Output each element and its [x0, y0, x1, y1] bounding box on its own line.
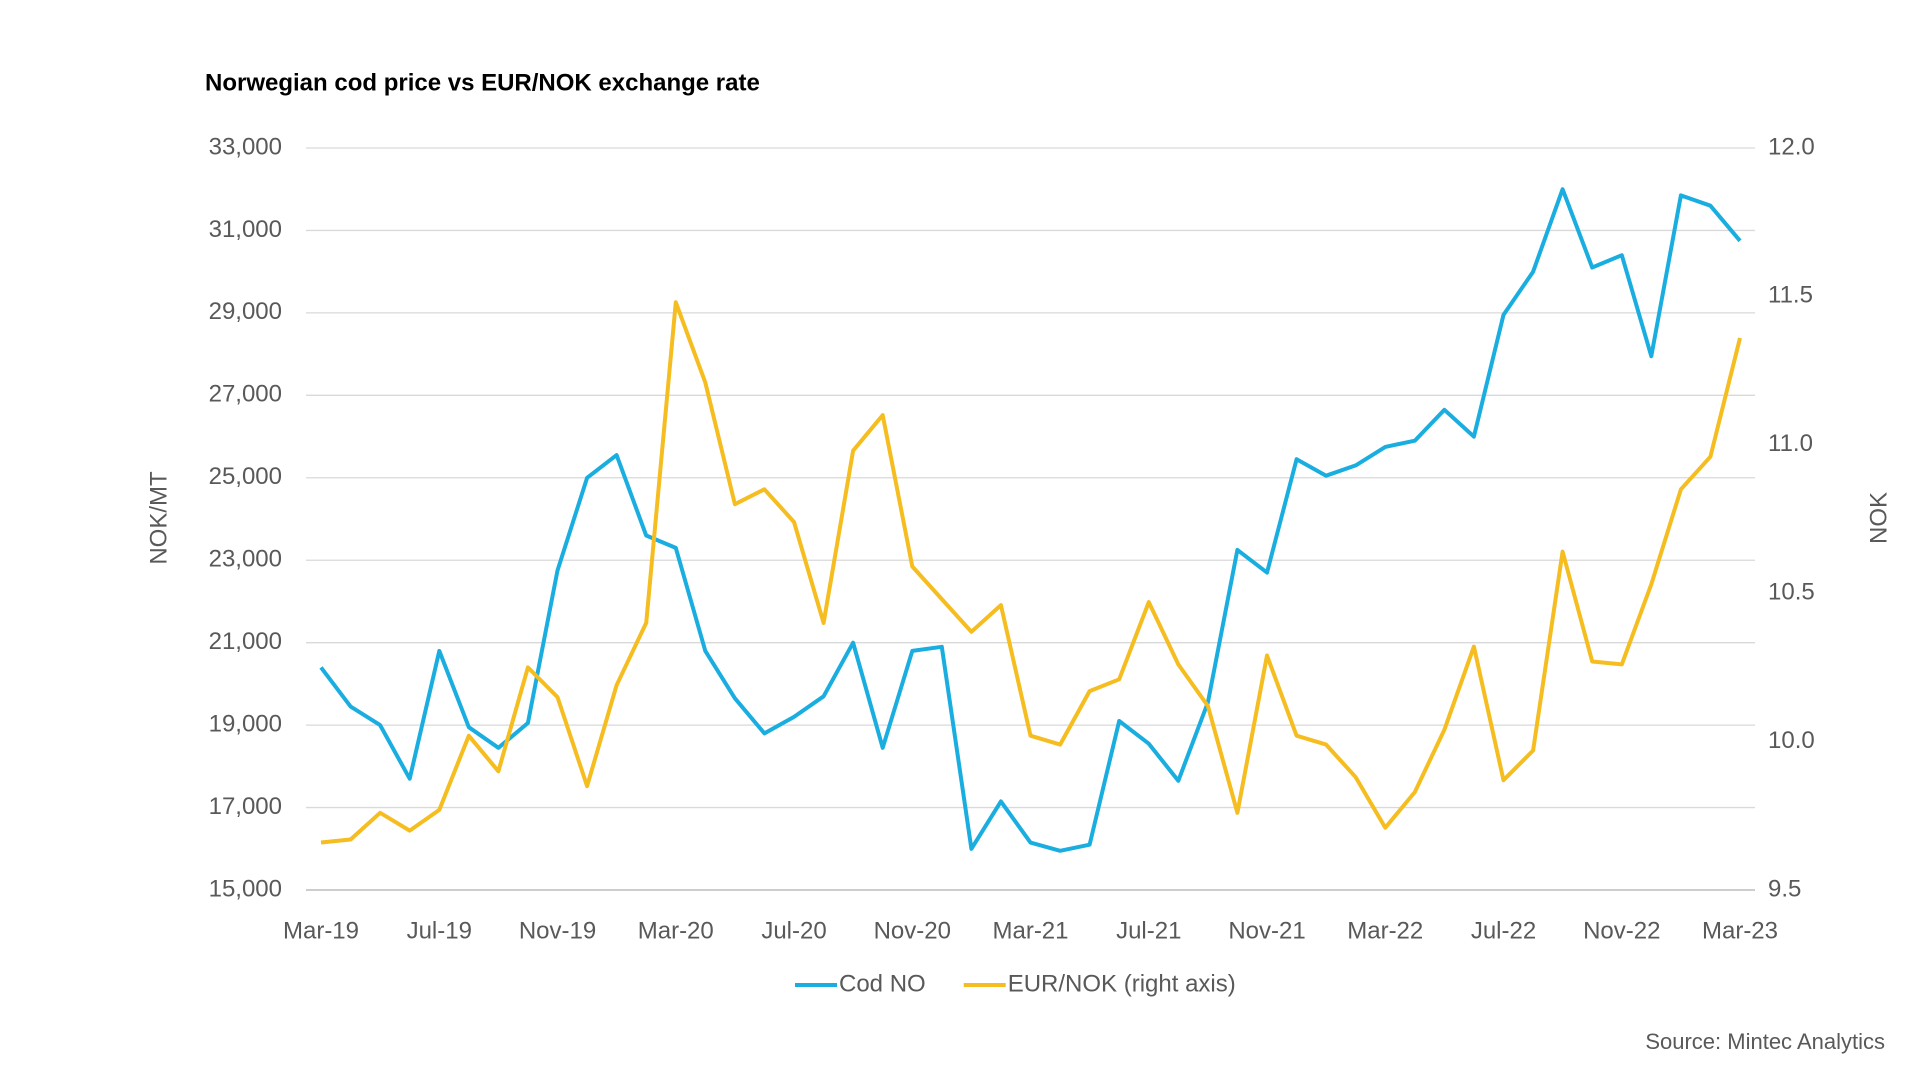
x-tick-label: Mar-23 — [1702, 917, 1778, 944]
y-tick-label: 27,000 — [209, 381, 282, 408]
x-tick-label: Mar-22 — [1347, 917, 1423, 944]
x-tick-label: Nov-21 — [1228, 917, 1305, 944]
x-tick-label: Mar-20 — [638, 917, 714, 944]
y-tick-label: 33,000 — [209, 133, 282, 160]
y-tick-label: 25,000 — [209, 463, 282, 490]
y2-tick-label: 10.5 — [1768, 579, 1815, 606]
y-tick-label: 23,000 — [209, 546, 282, 573]
source-note: Source: Mintec Analytics — [1645, 1029, 1885, 1054]
legend-label: EUR/NOK (right axis) — [1008, 970, 1236, 997]
x-tick-label: Nov-20 — [874, 917, 951, 944]
y-tick-label: 31,000 — [209, 216, 282, 243]
y-tick-label: 29,000 — [209, 298, 282, 325]
series-line — [319, 187, 1742, 853]
x-tick-label: Mar-21 — [992, 917, 1068, 944]
x-tick-label: Jul-20 — [761, 917, 826, 944]
y-tick-label: 21,000 — [209, 628, 282, 655]
x-tick-label: Mar-19 — [283, 917, 359, 944]
y2-axis-title: NOK — [1865, 492, 1892, 544]
x-tick-label: Nov-22 — [1583, 917, 1660, 944]
x-tick-label: Jul-22 — [1471, 917, 1536, 944]
legend-label: Cod NO — [839, 970, 926, 997]
series-line — [320, 300, 1742, 845]
y-tick-label: 17,000 — [209, 793, 282, 820]
y-axis-title: NOK/MT — [145, 471, 172, 565]
x-tick-label: Jul-19 — [407, 917, 472, 944]
y-tick-label: 15,000 — [209, 875, 282, 902]
x-tick-label: Jul-21 — [1116, 917, 1181, 944]
x-tick-label: Nov-19 — [519, 917, 596, 944]
y2-tick-label: 9.5 — [1768, 875, 1801, 902]
chart-title: Norwegian cod price vs EUR/NOK exchange … — [205, 69, 760, 96]
y-tick-label: 19,000 — [209, 710, 282, 737]
y2-tick-label: 10.0 — [1768, 727, 1815, 754]
y2-tick-label: 12.0 — [1768, 133, 1815, 160]
y2-tick-label: 11.5 — [1768, 282, 1813, 309]
y2-tick-label: 11.0 — [1768, 430, 1813, 457]
